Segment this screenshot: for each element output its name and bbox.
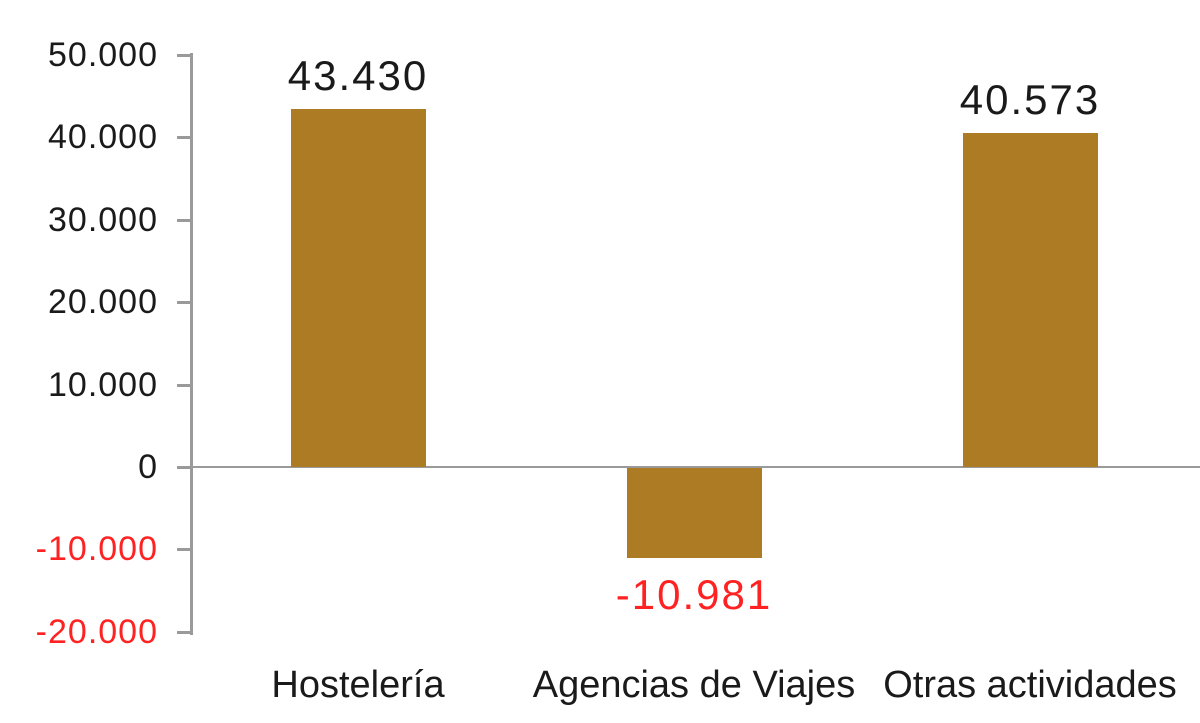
y-axis-line bbox=[190, 53, 193, 635]
y-tick-label: -20.000 bbox=[35, 612, 158, 651]
y-tick-mark bbox=[177, 54, 193, 57]
y-tick-label: 10.000 bbox=[48, 365, 158, 404]
bar-value-label: 40.573 bbox=[959, 75, 1101, 123]
zero-baseline bbox=[190, 466, 1200, 468]
y-tick-mark bbox=[177, 301, 193, 305]
y-tick-label: 40.000 bbox=[48, 118, 158, 157]
y-tick-mark bbox=[177, 136, 193, 140]
y-tick-label: 50.000 bbox=[48, 36, 158, 74]
category-label: Agencias de Viajes bbox=[532, 664, 856, 706]
y-tick-mark bbox=[177, 630, 193, 634]
bar-value-label: -10.981 bbox=[615, 571, 773, 619]
y-tick-mark bbox=[177, 218, 193, 222]
bar bbox=[962, 132, 1098, 467]
y-tick-label: 20.000 bbox=[48, 283, 158, 322]
y-tick-mark bbox=[177, 466, 193, 469]
bar bbox=[626, 468, 762, 559]
bar bbox=[290, 109, 426, 467]
y-tick-label: 30.000 bbox=[48, 200, 158, 239]
category-label: Hostelería bbox=[271, 664, 445, 706]
y-tick-mark bbox=[177, 383, 193, 387]
y-tick-label: 0 bbox=[138, 448, 158, 486]
category-label: Otras actividades bbox=[883, 664, 1177, 706]
y-tick-label: -10.000 bbox=[35, 530, 158, 569]
y-tick-mark bbox=[177, 548, 193, 552]
bar-value-label: 43.430 bbox=[287, 52, 429, 100]
